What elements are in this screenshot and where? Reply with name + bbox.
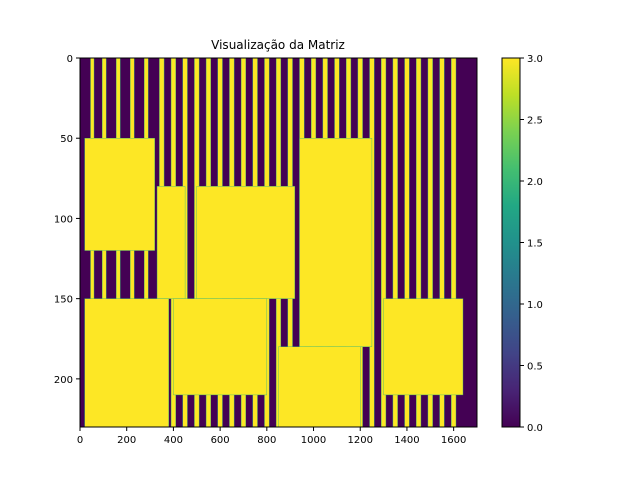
- matrix-cell-block: [196, 186, 296, 299]
- matrix-cell-block: [383, 298, 464, 396]
- y-axis: 0 50 100 150 200: [54, 54, 80, 386]
- matrix-cell-block: [299, 138, 373, 347]
- colorbar-tick-label: 1.5: [527, 239, 543, 250]
- matrix-cell-block: [84, 298, 169, 428]
- colorbar: 0.0 0.5 1.0 1.5 2.0 2.5 3.0: [501, 54, 543, 434]
- colorbar-tick-label: 1.0: [527, 300, 543, 311]
- plot-frame: [79, 57, 478, 428]
- matrix-cell-block: [173, 298, 268, 396]
- y-tick-label: 0: [67, 54, 73, 65]
- colorbar-tick-label: 3.0: [527, 54, 543, 65]
- x-tick-label: 1600: [441, 435, 466, 446]
- chart-title: Visualização da Matriz: [211, 38, 345, 52]
- plot-area: [79, 57, 478, 428]
- x-tick-label: 0: [77, 435, 83, 446]
- y-tick-label: 100: [54, 214, 73, 225]
- colorbar-ticks: 0.0 0.5 1.0 1.5 2.0 2.5 3.0: [520, 54, 543, 434]
- colorbar-tick-label: 0.0: [527, 423, 543, 434]
- x-tick-label: 1000: [301, 435, 326, 446]
- y-tick-label: 150: [54, 295, 73, 306]
- x-tick-label: 600: [211, 435, 230, 446]
- y-tick-label: 200: [54, 375, 73, 386]
- colorbar-gradient: [501, 57, 521, 428]
- x-tick-label: 800: [257, 435, 276, 446]
- x-tick-label: 200: [117, 435, 136, 446]
- matrix-cell-block: [278, 346, 361, 428]
- x-tick-label: 1400: [394, 435, 419, 446]
- x-axis: 0 200 400 600 800 1000 1200 1400 1600: [77, 427, 466, 446]
- colorbar-tick-label: 2.0: [527, 177, 543, 188]
- y-tick-label: 50: [60, 134, 73, 145]
- x-tick-label: 1200: [348, 435, 373, 446]
- colorbar-tick-label: 0.5: [527, 362, 543, 373]
- matrix-cell-block: [156, 186, 186, 299]
- matrix-cell-block: [84, 138, 155, 251]
- colorbar-tick-label: 2.5: [527, 116, 543, 127]
- x-tick-label: 400: [164, 435, 183, 446]
